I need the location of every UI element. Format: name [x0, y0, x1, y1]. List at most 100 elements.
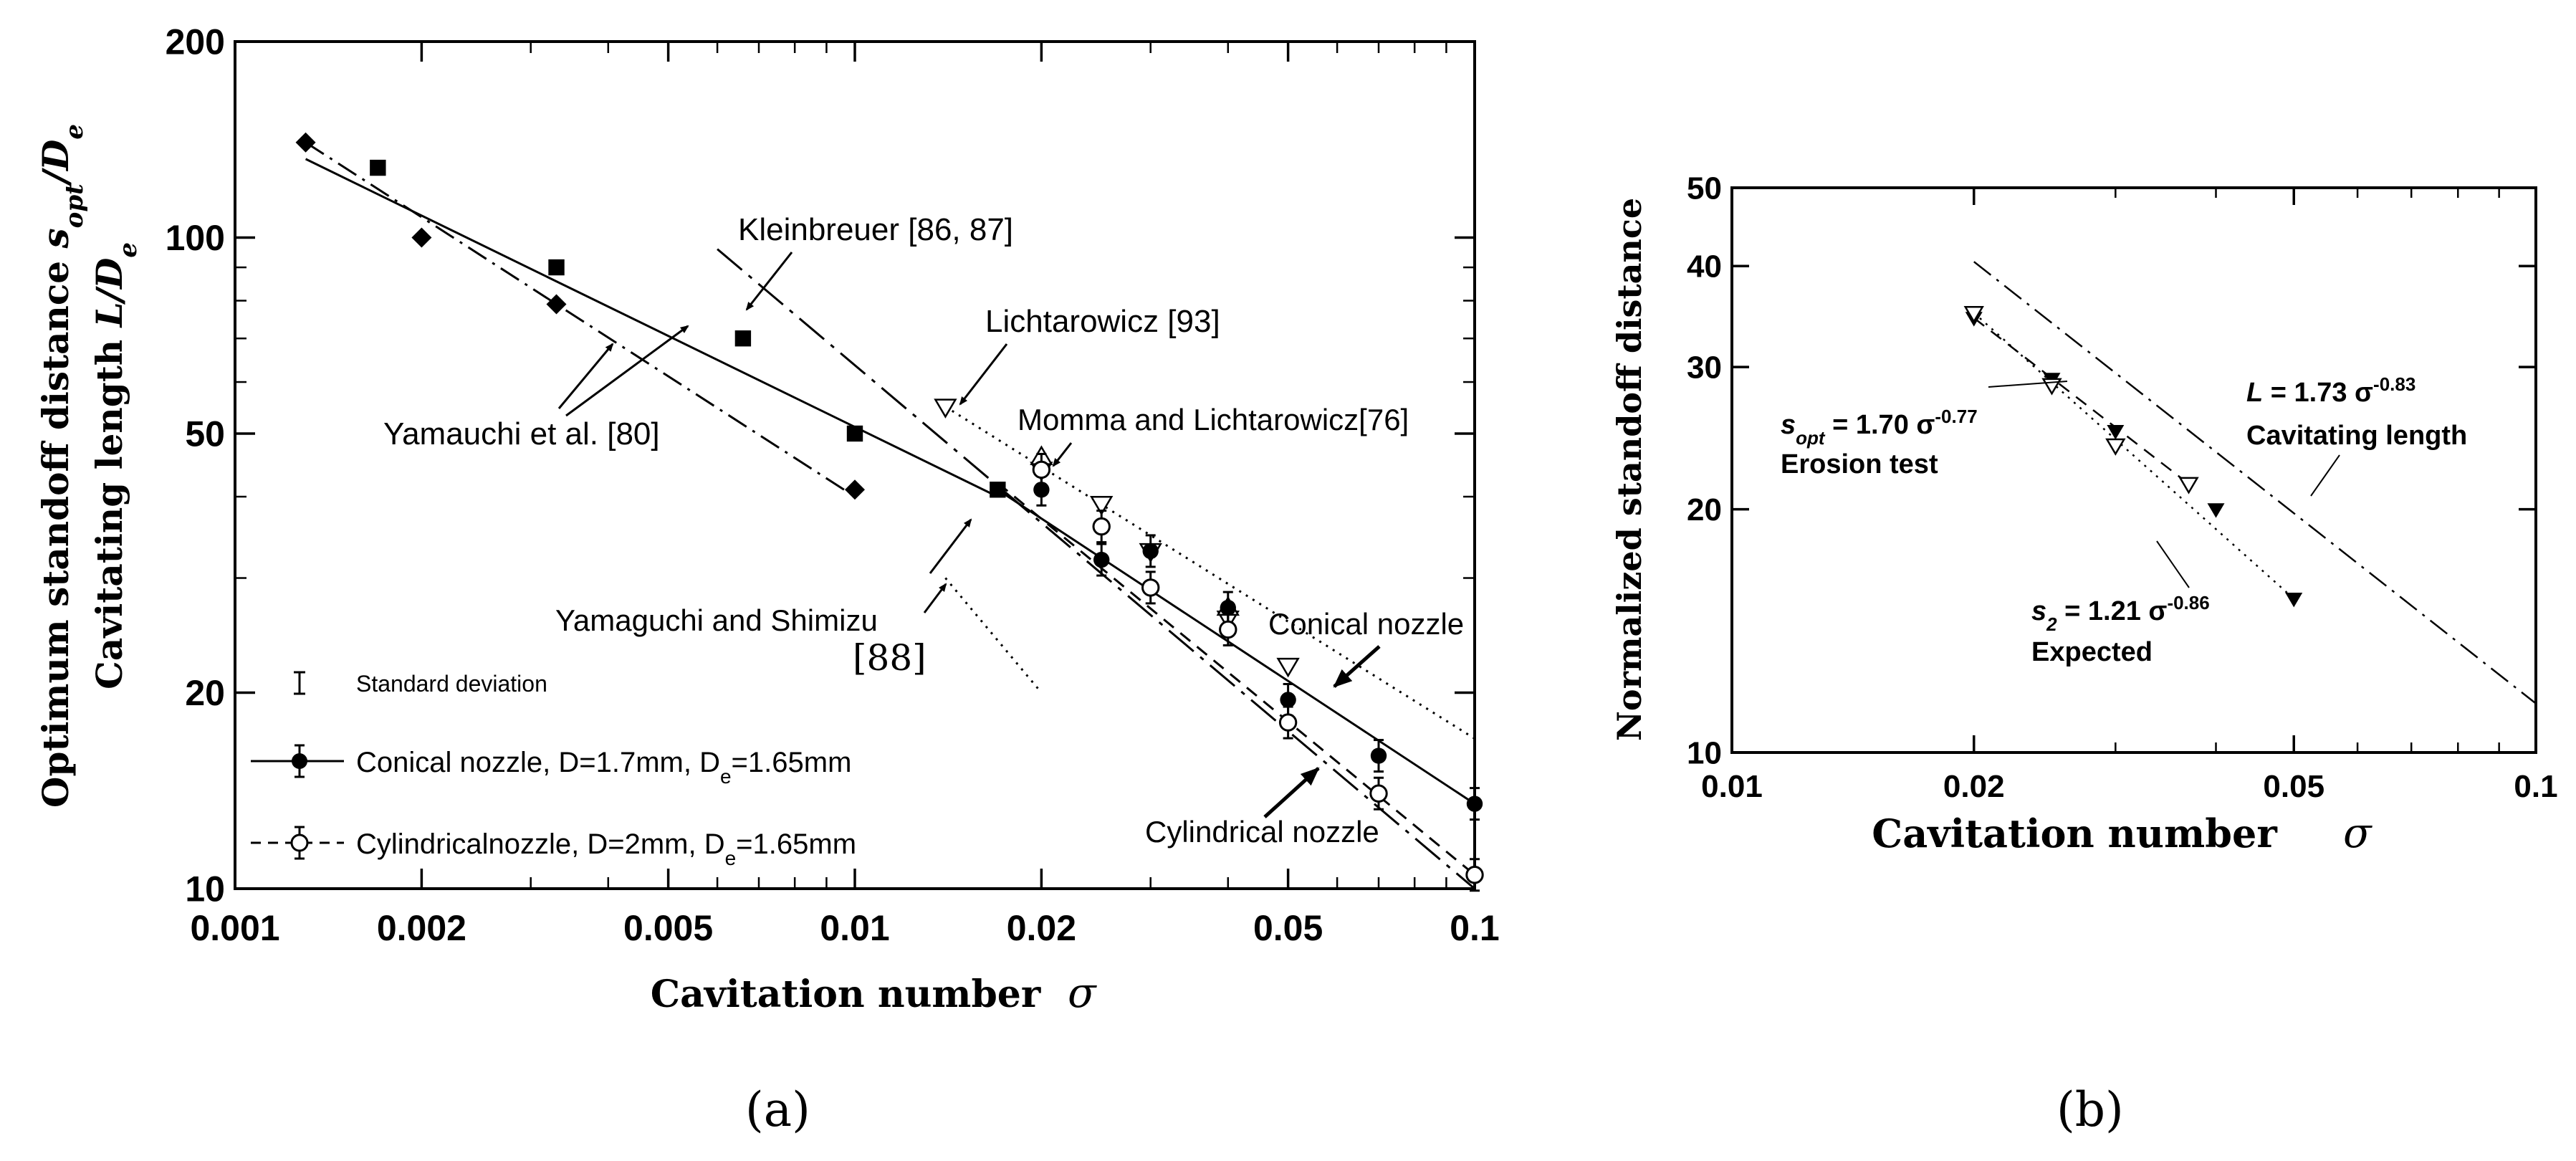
- data-point-triangle-down-filled: [2207, 503, 2225, 518]
- data-point-circle-filled: [1280, 692, 1296, 708]
- annotation-conical: Conical nozzle: [1268, 607, 1464, 641]
- data-point-circle-filled: [1370, 747, 1387, 764]
- data-point-circle-open: [1092, 517, 1111, 536]
- series-line-0: [305, 141, 856, 498]
- y-tick-label: 20: [1687, 492, 1722, 527]
- x-tick-label: 0.001: [190, 908, 279, 948]
- annotation-yamaguchi-1: Yamaguchi and Shimizu: [555, 603, 878, 637]
- y-tick-label: 200: [166, 22, 225, 62]
- annotation-s2-name: Expected: [2031, 637, 2153, 667]
- arrow-conical: [1333, 645, 1381, 688]
- panel-a-ylabel-line2: Cavitating length L/De: [88, 242, 143, 689]
- series-line-0: [1973, 261, 2537, 704]
- data-point-square: [734, 330, 752, 347]
- data-point-circle-filled: [1142, 543, 1159, 560]
- data-point-triangle-down-open: [2105, 438, 2126, 456]
- data-point-circle-open: [1278, 713, 1298, 732]
- data-point-triangle-down-open: [1090, 495, 1114, 516]
- arrow-momma: [1052, 442, 1073, 467]
- series-line-1: [305, 158, 998, 498]
- data-point-triangle-down-open: [1276, 657, 1300, 678]
- legend-std-icon: [294, 671, 305, 695]
- x-tick-label: 0.002: [377, 908, 466, 948]
- arrow-lichtarowicz: [959, 343, 1008, 406]
- data-point-triangle-down-open: [2041, 378, 2062, 396]
- data-point-diamond: [845, 479, 865, 500]
- arrow-yamaguchi-2: [929, 518, 972, 574]
- data-point-circle-filled: [1093, 551, 1110, 568]
- legend-conical-icon: [251, 744, 344, 778]
- legend-cylindrical-icon: [251, 826, 344, 860]
- data-point-square: [990, 482, 1006, 498]
- data-point-diamond: [546, 294, 567, 315]
- x-tick-label: 0.05: [1253, 908, 1323, 948]
- data-point-square: [846, 425, 863, 442]
- panel-a-xlabel: Cavitation number: [651, 973, 1041, 1016]
- x-tick-label: 0.02: [1007, 908, 1076, 948]
- panel-b-ylabel: Normalized standoff distance: [1610, 198, 1649, 741]
- series-line-2: [1973, 312, 2295, 600]
- data-point-triangle-down-open: [1963, 305, 1984, 324]
- panel-b-chart: 10 20 30 40 50 0.01 0.02 0.05 0.1 Normalized st…: [1610, 171, 2558, 857]
- data-point-circle-open: [1465, 866, 1484, 884]
- legend-std-label: Standard deviation: [356, 671, 547, 697]
- legend-conical-label: Conical nozzle, D=1.7mm, De=1.65mm: [356, 747, 851, 788]
- data-point-circle-filled: [1220, 599, 1236, 616]
- y-tick-label: 20: [185, 673, 225, 713]
- x-tick-label: 0.02: [1943, 769, 2005, 804]
- arrow-yamaguchi: [923, 583, 947, 613]
- annotation-kleinbreuer: Kleinbreuer [86, 87]: [738, 212, 1013, 247]
- y-tick-label: 100: [166, 218, 225, 258]
- series-line-3: [944, 406, 1475, 740]
- y-tick-label: 40: [1687, 249, 1722, 285]
- panel-a-legend: Standard deviation Conical nozzle, D=1.7…: [251, 671, 856, 869]
- data-point-square: [548, 259, 565, 276]
- annotation-yamauchi: Yamauchi et al. [80]: [383, 416, 660, 452]
- panel-a-chart: 10 20 50 100 200 0.001 0.002 0.005 0.01 0.02 0.05…: [34, 22, 1500, 1018]
- annotation-L-name: Cavitating length: [2246, 421, 2467, 451]
- legend-cylindrical-label: Cylindricalnozzle, D=2mm, De=1.65mm: [356, 828, 856, 869]
- annotation-lichtarowicz: Lichtarowicz [93]: [985, 304, 1220, 339]
- arrow-L: [2310, 454, 2340, 497]
- data-point-diamond: [295, 132, 316, 153]
- data-point-square: [370, 159, 386, 176]
- series-line-5: [997, 489, 1475, 805]
- annotation-sopt-eq: sopt = 1.70 σ-0.77: [1781, 406, 1978, 449]
- arrow-kleinbreuer: [745, 252, 793, 311]
- panel-a-xlabel-symbol: σ: [1068, 968, 1097, 1017]
- series-line-2: [717, 248, 1475, 890]
- y-tick-label: 10: [185, 869, 225, 909]
- x-tick-label: 0.005: [623, 908, 713, 948]
- panel-b-xlabel: Cavitation number: [1872, 811, 2277, 856]
- data-point-circle-open: [1219, 620, 1237, 639]
- arrow-cylindrical: [1263, 767, 1320, 818]
- x-tick-label: 0.1: [2514, 769, 2557, 804]
- y-tick-label: 50: [1687, 171, 1722, 206]
- data-point-circle-filled: [1466, 796, 1483, 812]
- panel-b-caption: (b): [2057, 1082, 2124, 1137]
- arrow-yamauchi-2: [565, 325, 689, 417]
- annotation-sopt-name: Erosion test: [1781, 449, 1938, 479]
- arrow-sopt: [1988, 381, 2068, 388]
- panel-b-frame: [1730, 186, 2537, 754]
- y-tick-label: 10: [1687, 735, 1722, 770]
- x-tick-label: 0.01: [820, 908, 889, 948]
- annotation-momma: Momma and Lichtarowicz[76]: [1018, 403, 1409, 436]
- data-point-circle-open: [1032, 460, 1051, 479]
- data-point-circle-open: [1141, 578, 1160, 597]
- x-tick-label: 0.1: [1450, 908, 1500, 948]
- arrow-s2: [2156, 540, 2190, 588]
- y-tick-label: 30: [1687, 350, 1722, 386]
- annotation-cylindrical: Cylindrical nozzle: [1145, 815, 1379, 849]
- panel-a-caption: (a): [745, 1082, 810, 1137]
- series-line-1: [1973, 317, 2190, 485]
- data-point-diamond: [411, 227, 432, 248]
- y-tick-label: 50: [185, 414, 225, 454]
- series-line-4: [944, 577, 1043, 694]
- x-tick-label: 0.01: [1701, 769, 1763, 804]
- x-tick-label: 0.05: [2263, 769, 2324, 804]
- arrow-yamauchi-1: [557, 343, 614, 409]
- data-point-circle-open: [1369, 784, 1388, 803]
- panel-b-xlabel-symbol: σ: [2343, 808, 2372, 857]
